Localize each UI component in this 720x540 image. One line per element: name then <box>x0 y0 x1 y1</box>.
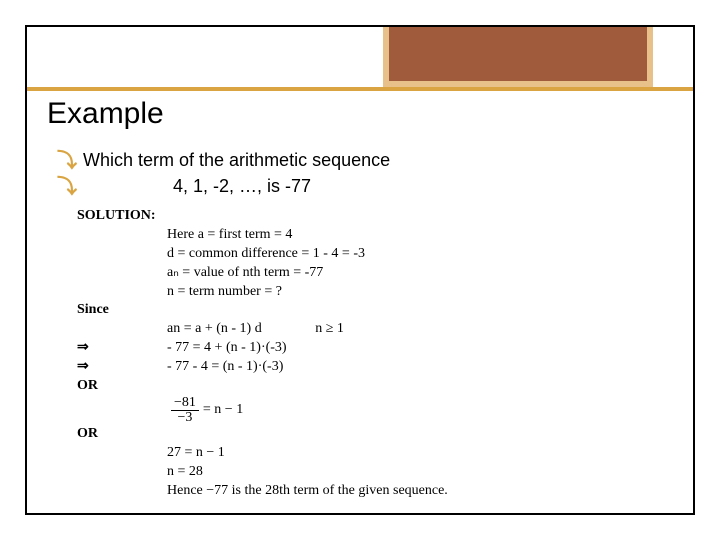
solution-formula: an = a + (n - 1) d n ≥ 1 <box>77 320 673 339</box>
solution-d: d = common difference = 1 - 4 = -3 <box>77 245 673 264</box>
question-line-1: ⤵ Which term of the arithmetic sequence <box>57 149 673 173</box>
slide-title: Example <box>47 97 673 131</box>
solution-here: Here a = first term = 4 <box>77 226 673 245</box>
bullet-icon: ⤵ <box>57 149 77 173</box>
bullet-icon: ⤵ <box>57 175 77 199</box>
solution-step3: 27 = n − 1 <box>77 444 673 463</box>
solution-an: aₙ = value of nth term = -77 <box>77 264 673 283</box>
slide-content: Example ⤵ Which term of the arithmetic s… <box>47 97 673 500</box>
corner-decoration <box>383 27 653 87</box>
slide-frame: Example ⤵ Which term of the arithmetic s… <box>25 25 695 515</box>
solution-step4: n = 28 <box>77 463 673 482</box>
solution-fraction: −81 −3 = n − 1 <box>77 396 673 425</box>
implies-icon: ⇒ <box>77 358 167 377</box>
solution-or1: OR <box>77 377 673 396</box>
solution-n: n = term number = ? <box>77 283 673 302</box>
solution-label-row: SOLUTION: <box>77 207 673 226</box>
question-line-2: ⤵ 4, 1, -2, …, is -77 <box>57 175 673 199</box>
solution-or2: OR <box>77 425 673 444</box>
solution-step1: ⇒ - 77 = 4 + (n - 1)·(-3) <box>77 339 673 358</box>
solution-since: Since <box>77 301 673 320</box>
accent-line <box>27 87 693 91</box>
solution-block: SOLUTION: Here a = first term = 4 d = co… <box>77 207 673 500</box>
implies-icon: ⇒ <box>77 339 167 358</box>
fraction: −81 −3 <box>171 396 199 425</box>
solution-label: SOLUTION: <box>77 207 167 226</box>
solution-step2: ⇒ - 77 - 4 = (n - 1)·(-3) <box>77 358 673 377</box>
solution-conclusion: Hence −77 is the 28th term of the given … <box>77 482 673 501</box>
